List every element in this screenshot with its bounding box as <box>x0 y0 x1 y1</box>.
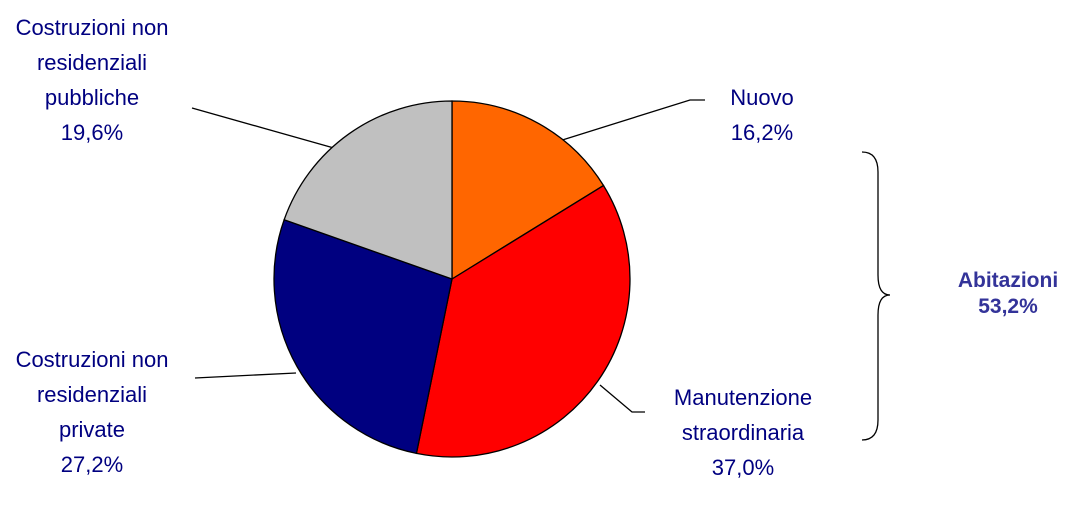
slice-label: Costruzioni non residenziali private 27,… <box>12 342 172 482</box>
slice-label: Manutenzione straordinaria 37,0% <box>638 380 848 485</box>
brace <box>861 151 891 441</box>
slice-label: Costruzioni non residenziali pubbliche 1… <box>12 10 172 150</box>
leader-line <box>599 384 645 413</box>
annotation-text: Abitazioni <box>957 269 1059 292</box>
annotation: Abitazioni 53,2% <box>920 268 1090 320</box>
leader-line <box>191 107 349 153</box>
leader-line <box>194 372 297 379</box>
value-label: 16,2% <box>730 120 794 145</box>
pie-slice <box>415 184 631 458</box>
category-label: Costruzioni non residenziali private <box>15 347 169 442</box>
annotation-value: 53,2% <box>978 295 1038 318</box>
pie-slice <box>451 100 605 281</box>
category-label: Nuovo <box>730 85 794 110</box>
pie-slice <box>273 218 453 455</box>
value-label: 19,6% <box>60 120 124 145</box>
value-label: 37,0% <box>711 455 775 480</box>
category-label: Manutenzione straordinaria <box>673 385 813 445</box>
slice-label: Nuovo 16,2% <box>682 80 842 150</box>
pie-slice <box>283 100 453 280</box>
leader-line <box>539 99 705 148</box>
value-label: 27,2% <box>60 452 124 477</box>
category-label: Costruzioni non residenziali pubbliche <box>15 15 169 110</box>
